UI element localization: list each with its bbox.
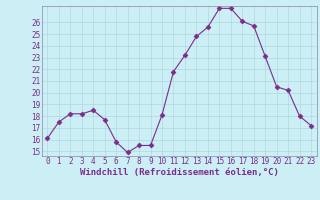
- X-axis label: Windchill (Refroidissement éolien,°C): Windchill (Refroidissement éolien,°C): [80, 168, 279, 177]
